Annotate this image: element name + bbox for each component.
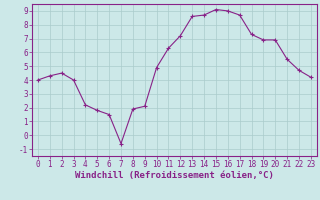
X-axis label: Windchill (Refroidissement éolien,°C): Windchill (Refroidissement éolien,°C) bbox=[75, 171, 274, 180]
